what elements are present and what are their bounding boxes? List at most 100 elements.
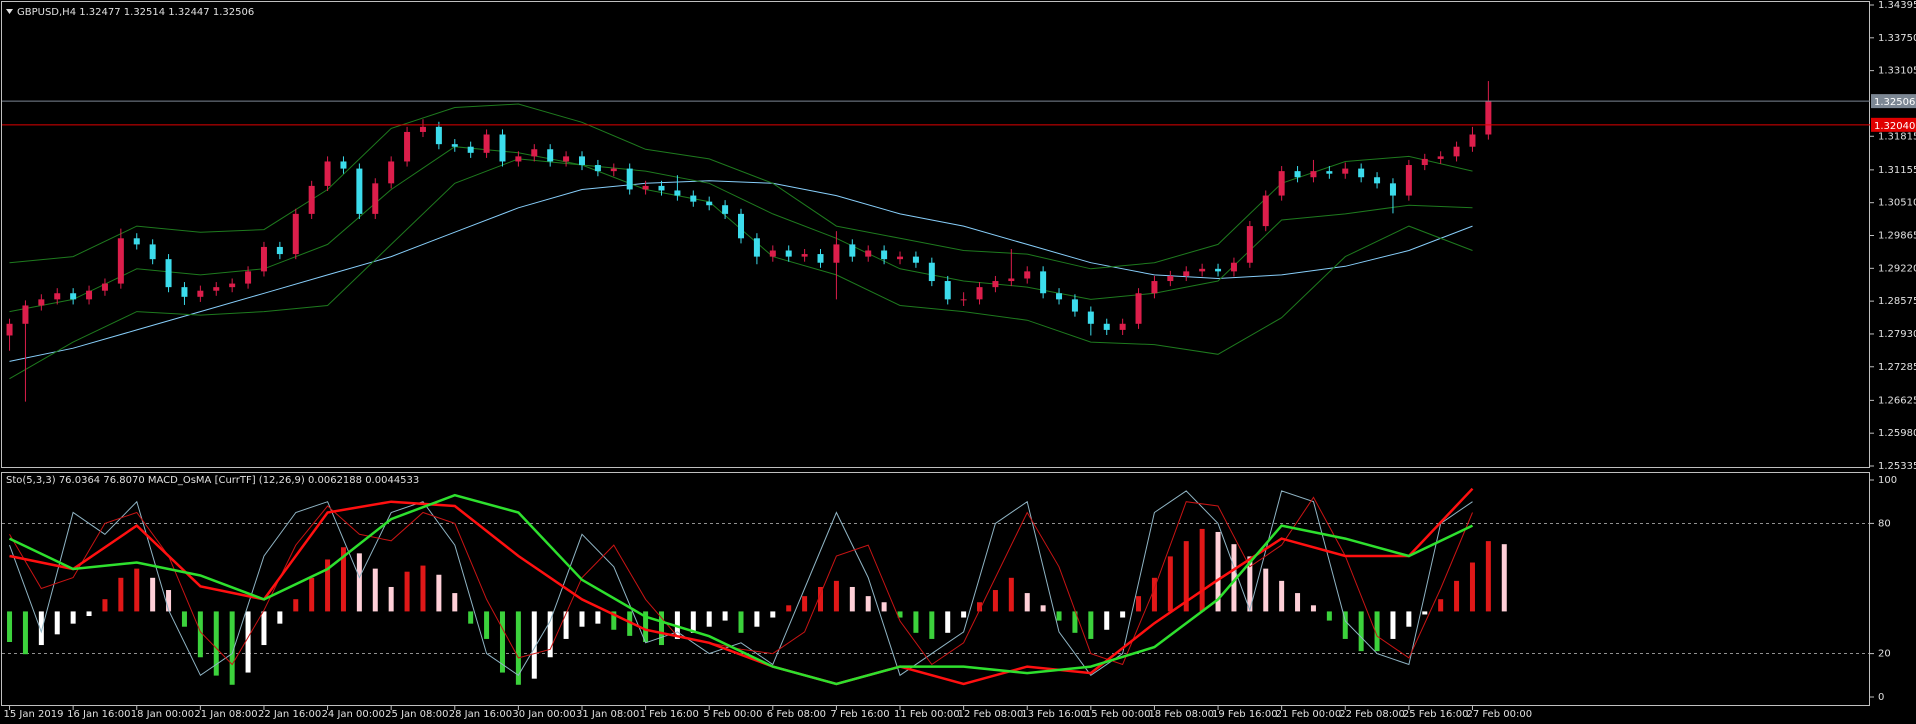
histogram-bar: [531, 611, 537, 679]
histogram-bar: [1215, 531, 1221, 612]
histogram-bar: [1151, 577, 1157, 612]
y-tick-label: 1.26625: [1878, 395, 1916, 406]
histogram-bar: [1231, 544, 1237, 612]
histogram-bar: [1326, 611, 1332, 621]
histogram-bar: [499, 611, 505, 673]
candle-body: [356, 168, 363, 214]
candle-body: [1262, 195, 1269, 227]
indicator-line: [9, 146, 1473, 313]
candle-body: [1358, 168, 1365, 178]
histogram-bar: [1469, 562, 1475, 612]
histogram-bar: [945, 611, 951, 633]
histogram-bar: [102, 599, 108, 612]
candle-body: [467, 146, 474, 153]
histogram-bar: [913, 611, 919, 633]
histogram-bar: [1024, 593, 1030, 612]
histogram-bar: [563, 611, 569, 639]
histogram-bar: [213, 611, 219, 676]
candle-body: [1167, 275, 1174, 282]
candle-body: [1040, 271, 1047, 294]
histogram-bar: [1008, 577, 1014, 612]
histogram-bar: [420, 565, 426, 612]
y-tick-label: 1.30510: [1878, 198, 1916, 209]
candle-body: [928, 262, 935, 282]
candle-body: [419, 126, 426, 132]
histogram-bar: [833, 580, 839, 612]
candle-body: [292, 213, 299, 255]
candle-body: [897, 256, 904, 260]
candle-body: [117, 238, 124, 284]
candle-body: [1310, 171, 1317, 178]
histogram-bar: [1485, 541, 1491, 612]
histogram-bar: [690, 611, 696, 633]
indicator-line: [9, 487, 1474, 686]
candle-body: [833, 244, 840, 263]
price-label: 1.32040: [1874, 121, 1915, 132]
histogram-bar: [992, 590, 998, 612]
histogram-bar: [484, 611, 490, 639]
histogram-bar: [1454, 580, 1460, 612]
candle-body: [785, 250, 792, 257]
candle-body: [992, 281, 999, 288]
x-tick-label: 22 Feb 08:00: [1339, 709, 1405, 720]
histogram-bar: [770, 611, 776, 618]
menu-arrow[interactable]: [6, 9, 13, 14]
x-tick-label: 21 Jan 08:00: [194, 709, 257, 720]
indicator-line: [9, 490, 1473, 677]
histogram-bar: [309, 577, 315, 612]
x-tick-label: 5 Feb 00:00: [703, 709, 762, 720]
y-tick-label: 1.33750: [1878, 33, 1916, 44]
x-tick-label: 30 Jan 00:00: [512, 709, 575, 720]
candle-body: [340, 161, 347, 169]
y-tick-label: 100: [1878, 475, 1897, 486]
candle-body: [133, 238, 140, 245]
histogram-bar: [22, 611, 28, 655]
histogram-bar: [897, 611, 903, 618]
histogram-bar: [643, 611, 649, 642]
histogram-bar: [1342, 611, 1348, 639]
indicator-line: [9, 180, 1473, 362]
y-tick-label: 1.27930: [1878, 329, 1916, 340]
candle-body: [213, 287, 220, 291]
histogram-bar: [627, 611, 633, 636]
candle-body: [1103, 323, 1110, 330]
histogram-bar: [1120, 611, 1126, 618]
candle-body: [308, 185, 315, 214]
x-tick-label: 13 Feb 16:00: [1021, 709, 1087, 720]
candle-body: [1056, 293, 1063, 300]
candle-body: [849, 244, 856, 257]
histogram-bar: [181, 611, 187, 627]
histogram-bar: [325, 559, 331, 612]
histogram-bar: [1422, 611, 1428, 615]
histogram-bar: [1136, 596, 1142, 612]
candle-body: [229, 283, 236, 288]
histogram-bar: [38, 611, 44, 646]
histogram-bar: [340, 547, 346, 612]
histogram-bar: [7, 611, 13, 642]
candle-body: [1485, 100, 1492, 135]
histogram-bar: [1374, 611, 1380, 652]
candle-body: [1437, 156, 1444, 159]
histogram-bar: [515, 611, 521, 685]
histogram-bar: [865, 596, 871, 612]
candle-body: [1421, 158, 1428, 166]
y-tick-label: 1.29220: [1878, 263, 1916, 274]
x-tick-label: 16 Jan 16:00: [67, 709, 130, 720]
candle-body: [245, 271, 252, 284]
histogram-bar: [929, 611, 935, 639]
candle-body: [324, 161, 331, 186]
histogram-bar: [706, 611, 712, 627]
histogram-bar: [1056, 611, 1062, 621]
candle-body: [1135, 293, 1142, 324]
histogram-bar: [802, 596, 808, 612]
histogram-bar: [1167, 556, 1173, 612]
candle-body: [70, 293, 77, 300]
candle-body: [753, 238, 760, 257]
candle-body: [276, 246, 283, 255]
histogram-bar: [197, 611, 203, 658]
histogram-bar: [468, 611, 474, 624]
histogram-bar: [1295, 593, 1301, 612]
y-tick-label: 1.28575: [1878, 296, 1916, 307]
candle-body: [1469, 134, 1476, 147]
